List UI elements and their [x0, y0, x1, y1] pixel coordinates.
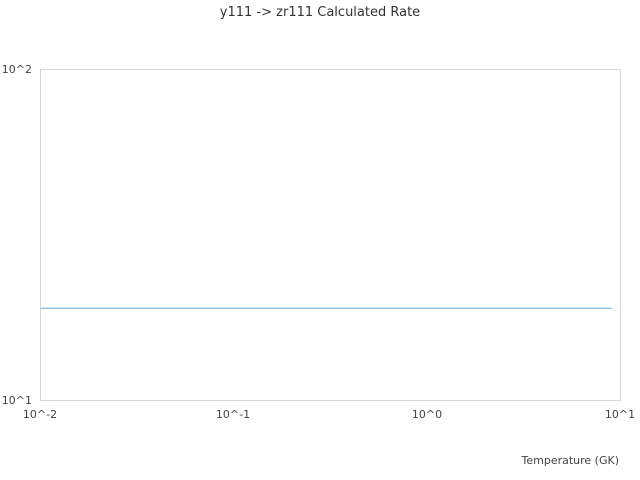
chart-title: y111 -> zr111 Calculated Rate	[220, 5, 420, 20]
x-tick-label: 10^0	[412, 408, 442, 421]
x-axis-label: Temperature (GK)	[521, 454, 620, 467]
y-tick-label: 10^1	[2, 394, 32, 407]
x-tick-label: 10^1	[605, 408, 635, 421]
x-tick-label: 10^-1	[216, 408, 250, 421]
plot-area	[40, 69, 621, 401]
y-tick-label: 10^2	[2, 63, 32, 76]
x-tick-label: 10^-2	[23, 408, 57, 421]
